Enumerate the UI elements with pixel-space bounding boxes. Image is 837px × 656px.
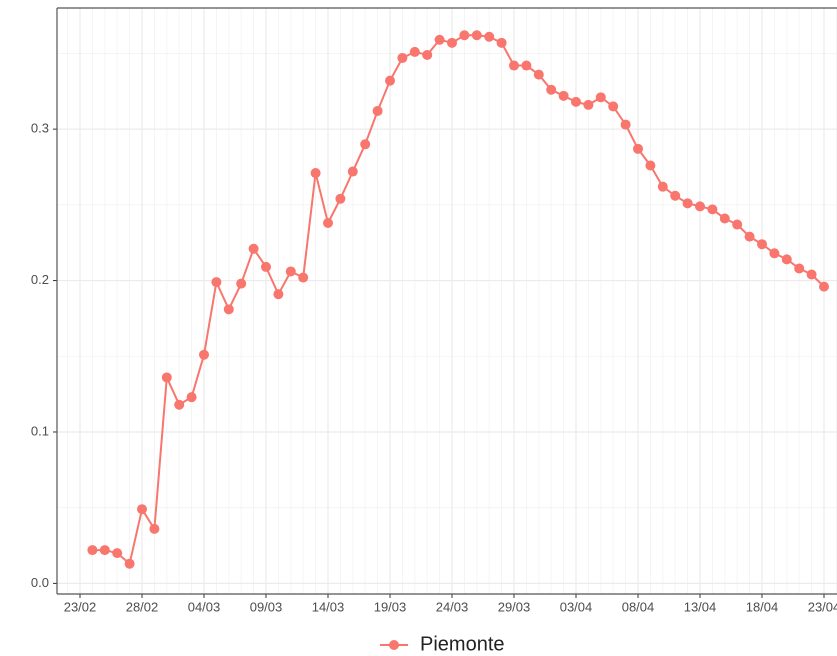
point [99, 545, 110, 556]
point [620, 119, 631, 130]
point [509, 60, 519, 71]
x-tick-label: 23/04 [808, 599, 837, 614]
point [695, 201, 705, 212]
point [794, 263, 805, 274]
point [769, 248, 780, 259]
point [87, 545, 98, 556]
point [719, 213, 730, 224]
point [112, 548, 123, 559]
point [484, 31, 495, 42]
point [496, 37, 507, 48]
point [645, 160, 656, 171]
point [459, 30, 470, 41]
y-tick-label: 0.3 [31, 121, 49, 136]
point [199, 349, 209, 360]
point [558, 90, 569, 101]
point [161, 372, 172, 383]
x-tick-label: 04/03 [188, 599, 221, 614]
point [360, 139, 371, 150]
point [707, 204, 718, 215]
point [781, 254, 792, 265]
point [434, 34, 445, 45]
point [261, 261, 271, 272]
x-tick-label: 08/04 [622, 599, 655, 614]
legend-point [389, 640, 399, 650]
point [335, 193, 346, 204]
point [806, 269, 817, 280]
point [633, 143, 643, 154]
x-tick-label: 19/03 [374, 599, 407, 614]
x-tick-label: 13/04 [684, 599, 717, 614]
x-tick-label: 18/04 [746, 599, 779, 614]
x-tick-label: 03/04 [560, 599, 593, 614]
point [310, 168, 321, 179]
point [273, 289, 284, 300]
point [682, 198, 693, 209]
point [211, 277, 222, 288]
point [447, 37, 457, 48]
point [608, 101, 619, 112]
point [174, 399, 185, 410]
point [533, 69, 544, 80]
point [409, 46, 420, 57]
point [583, 99, 594, 110]
point [137, 504, 147, 515]
x-tick-label: 24/03 [436, 599, 469, 614]
point [124, 558, 135, 569]
point [657, 181, 668, 192]
point [744, 231, 755, 242]
y-tick-label: 0.2 [31, 272, 49, 287]
point [323, 218, 333, 229]
point [186, 392, 197, 403]
point [757, 239, 767, 250]
x-tick-label: 28/02 [126, 599, 159, 614]
point [422, 49, 433, 60]
legend-label: Piemonte [420, 633, 505, 655]
point [471, 30, 482, 41]
y-tick-label: 0.0 [31, 575, 49, 590]
point [397, 52, 408, 63]
point [595, 92, 606, 103]
point [149, 523, 160, 534]
point [223, 304, 234, 315]
point [521, 60, 532, 71]
x-tick-label: 29/03 [498, 599, 531, 614]
point [546, 84, 557, 95]
point [248, 243, 259, 254]
point [670, 190, 681, 201]
point [385, 75, 395, 86]
point [285, 266, 296, 277]
y-tick-label: 0.1 [31, 423, 49, 438]
point [236, 278, 247, 289]
point [298, 272, 309, 283]
panel [57, 8, 837, 594]
point [819, 281, 829, 292]
x-tick-label: 23/02 [64, 599, 97, 614]
x-tick-label: 09/03 [250, 599, 283, 614]
point [372, 105, 383, 116]
point [571, 96, 581, 107]
point [732, 219, 743, 230]
x-tick-label: 14/03 [312, 599, 345, 614]
point [347, 166, 358, 177]
